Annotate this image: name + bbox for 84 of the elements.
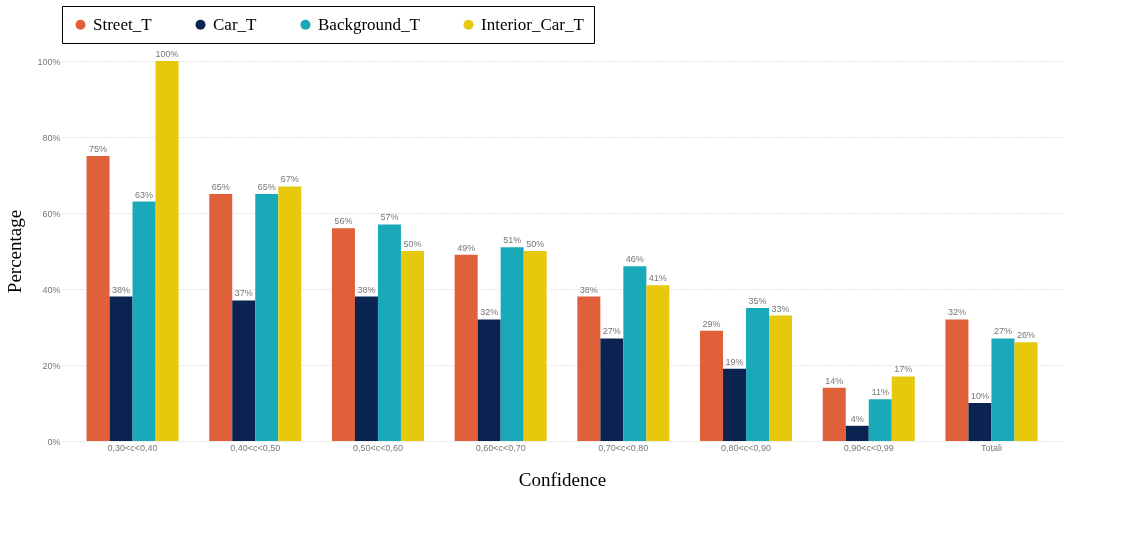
data-label: 46% — [625, 254, 644, 265]
data-label: 57% — [380, 212, 399, 223]
bar — [400, 251, 424, 441]
data-label: 49% — [457, 242, 476, 253]
data-label: 17% — [894, 364, 913, 375]
data-label: 27% — [993, 326, 1012, 337]
legend-label: Car_T — [213, 14, 258, 34]
y-tick-label: 60% — [42, 208, 61, 219]
bar — [109, 296, 133, 441]
data-label: 38% — [112, 284, 131, 295]
bar — [454, 254, 478, 441]
data-label: 56% — [334, 216, 353, 227]
bar — [600, 338, 624, 441]
x-tick-label: 0,40<c<0,50 — [230, 442, 281, 453]
x-axis-title: Confidence — [518, 468, 607, 490]
bar — [209, 194, 233, 441]
bar — [822, 387, 846, 441]
data-label: 63% — [135, 189, 154, 200]
bar — [500, 247, 524, 441]
bar — [278, 186, 302, 441]
data-label: 11% — [871, 387, 889, 398]
data-label: 41% — [648, 273, 667, 284]
data-label: 67% — [280, 174, 299, 185]
data-label: 37% — [234, 288, 253, 299]
legend-label: Interior_Car_T — [481, 14, 585, 34]
x-tick-label: 0,80<c<0,90 — [721, 442, 772, 453]
data-label: 19% — [725, 356, 744, 367]
bar — [623, 266, 647, 441]
bar — [845, 425, 869, 441]
data-label: 29% — [702, 318, 721, 329]
data-label: 14% — [825, 375, 844, 386]
data-label: 75% — [89, 144, 108, 154]
bar — [746, 308, 770, 441]
y-tick-label: 100% — [37, 56, 61, 67]
bar — [477, 319, 501, 441]
bar — [646, 285, 670, 441]
y-tick-label: 0% — [47, 436, 61, 447]
data-label: 50% — [526, 239, 545, 249]
data-label: 38% — [579, 284, 598, 295]
bar — [132, 201, 156, 441]
y-axis-title: Percentage — [4, 209, 26, 294]
y-tick-label: 80% — [42, 132, 61, 143]
bar — [523, 251, 547, 441]
bar — [354, 296, 378, 441]
bar — [968, 403, 992, 441]
data-label: 4% — [850, 413, 864, 424]
data-label: 32% — [947, 307, 966, 318]
data-label: 32% — [480, 307, 499, 318]
legend-label: Street_T — [93, 14, 153, 34]
data-label: 100% — [155, 49, 179, 59]
x-tick-label: 0,60<c<0,70 — [475, 442, 526, 453]
bar — [155, 61, 179, 441]
data-label: 65% — [211, 182, 230, 192]
bar — [331, 228, 355, 441]
x-tick-label: 0,70<c<0,80 — [598, 442, 649, 453]
bar — [723, 368, 747, 441]
data-label: 65% — [257, 182, 276, 192]
data-label: 38% — [357, 284, 376, 295]
x-tick-label: 0,30<c<0,40 — [107, 442, 158, 453]
y-tick-label: 20% — [42, 360, 61, 371]
bar — [868, 399, 892, 441]
bar — [232, 300, 256, 441]
data-label: 35% — [748, 296, 767, 306]
bar — [991, 338, 1015, 441]
bar — [255, 194, 279, 441]
bar — [377, 224, 401, 441]
data-label: 33% — [771, 303, 790, 314]
x-tick-label: 0,90<c<0,99 — [843, 442, 894, 453]
bar — [577, 296, 601, 441]
data-label: 10% — [970, 391, 989, 401]
bar — [945, 319, 969, 441]
x-tick-label: Totali — [980, 442, 1002, 453]
data-label: 27% — [602, 326, 621, 337]
bar — [1014, 342, 1038, 441]
bar — [86, 156, 110, 441]
bar — [700, 330, 724, 441]
bar — [891, 376, 915, 441]
bar — [769, 315, 793, 441]
data-label: 26% — [1016, 330, 1035, 341]
data-label: 51% — [503, 235, 522, 246]
y-tick-label: 40% — [42, 284, 61, 295]
x-tick-label: 0,50<c<0,60 — [352, 442, 403, 453]
legend-label: Background_T — [318, 14, 421, 34]
data-label: 50% — [403, 239, 422, 249]
